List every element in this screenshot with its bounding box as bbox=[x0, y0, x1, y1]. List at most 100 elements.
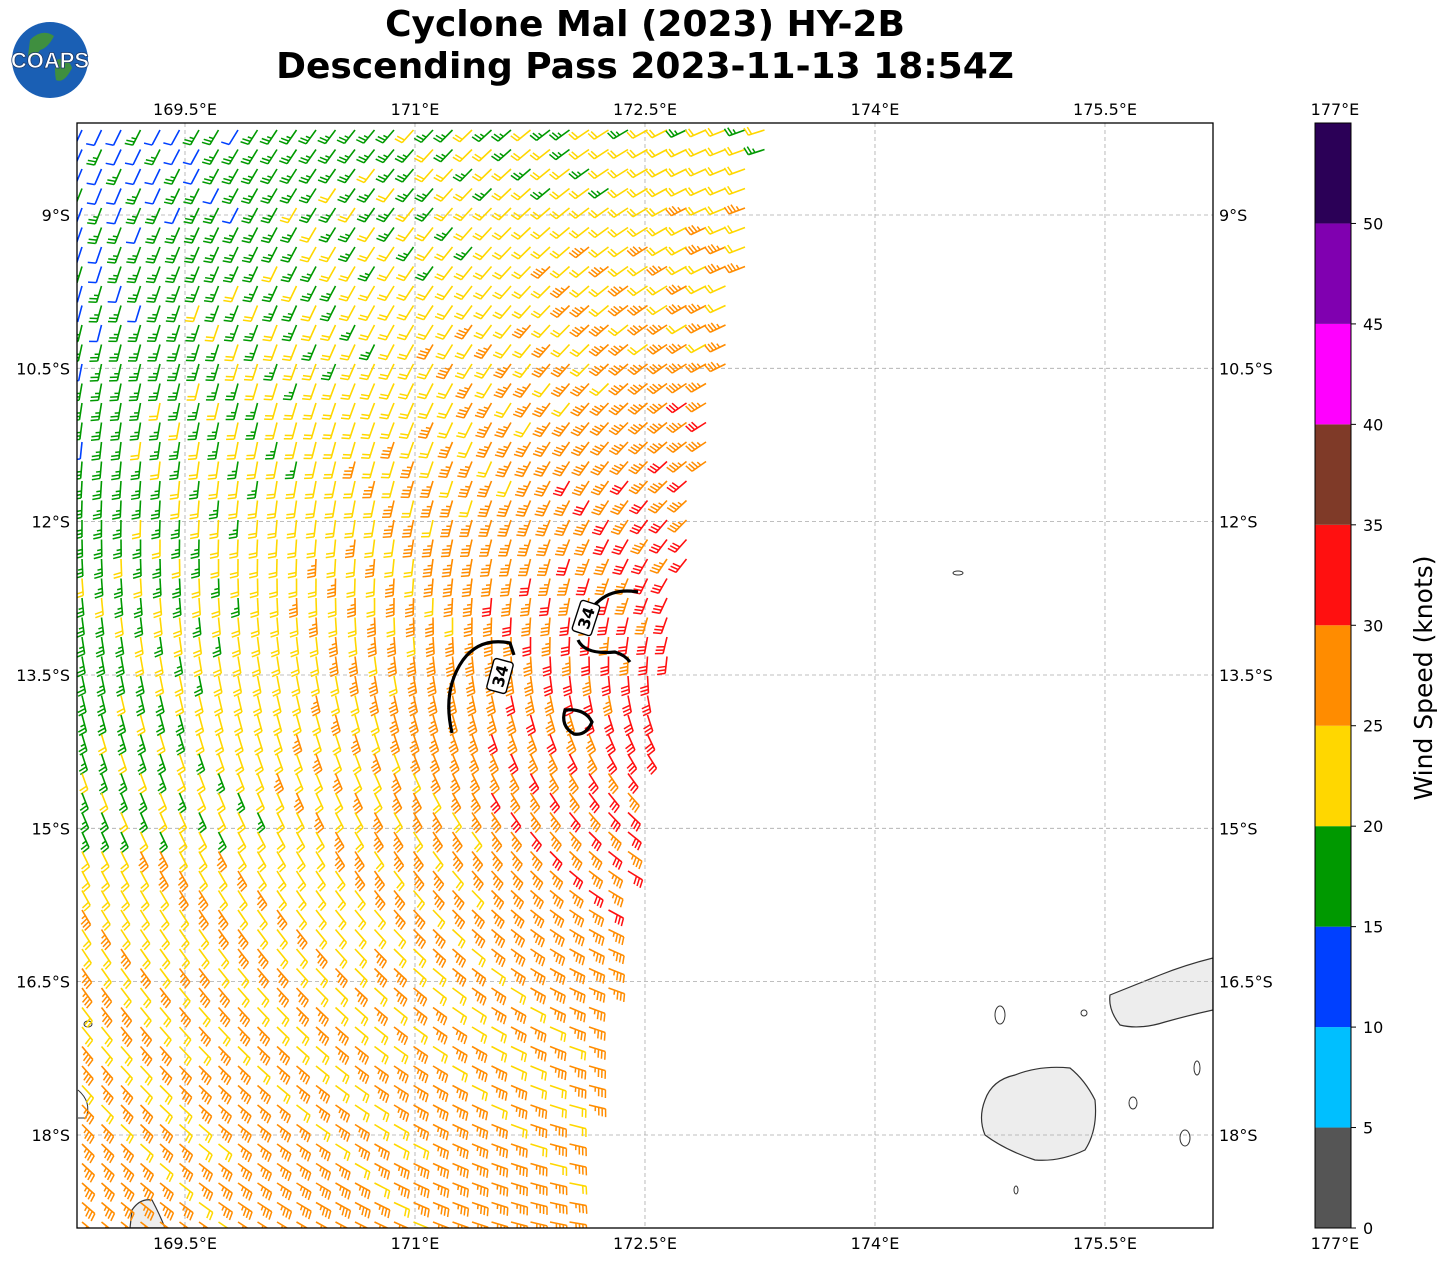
wind-barb bbox=[77, 558, 84, 579]
wind-barb bbox=[428, 714, 439, 737]
wind-barb bbox=[224, 344, 239, 362]
wind-barb bbox=[152, 558, 162, 579]
wind-barb bbox=[415, 324, 434, 341]
wind-barb bbox=[276, 1065, 291, 1085]
wind-barb bbox=[100, 1084, 114, 1106]
wind-barb bbox=[530, 1182, 548, 1196]
wind-barb bbox=[153, 597, 163, 619]
wind-barb bbox=[292, 714, 302, 737]
colorbar-segment bbox=[1315, 424, 1351, 525]
wind-barb bbox=[608, 928, 625, 946]
wind-barb bbox=[665, 343, 687, 355]
wind-barb bbox=[354, 1143, 371, 1161]
wind-barb bbox=[408, 714, 419, 737]
wind-barb bbox=[570, 421, 590, 437]
wind-barb bbox=[205, 363, 220, 382]
wind-barb bbox=[77, 246, 83, 264]
wind-barb bbox=[243, 324, 259, 342]
wind-barb bbox=[387, 656, 397, 678]
wind-barb bbox=[364, 539, 376, 559]
wind-barb bbox=[341, 441, 356, 460]
wind-barb bbox=[451, 831, 463, 853]
lat-tick-label-right: 13.5°S bbox=[1219, 666, 1273, 685]
wind-barb bbox=[89, 363, 103, 382]
wind-barb bbox=[330, 675, 340, 697]
wind-barb bbox=[183, 227, 200, 244]
wind-barb bbox=[413, 1065, 429, 1084]
wind-barb bbox=[106, 188, 122, 205]
wind-barb bbox=[106, 207, 122, 225]
wind-barb bbox=[413, 1006, 428, 1026]
wind-barb bbox=[257, 1162, 273, 1182]
wind-barb bbox=[256, 1026, 271, 1047]
wind-barb bbox=[588, 909, 605, 927]
wind-barb bbox=[588, 1084, 607, 1099]
wind-barb bbox=[620, 675, 631, 697]
wind-barb bbox=[414, 168, 434, 183]
wind-barb bbox=[234, 734, 244, 756]
wind-barb bbox=[298, 149, 317, 165]
wind-barb bbox=[549, 792, 561, 814]
wind-barb bbox=[257, 1143, 272, 1163]
wind-barb bbox=[646, 304, 668, 316]
wind-barb bbox=[304, 480, 317, 499]
wind-barb bbox=[393, 1104, 410, 1122]
wind-barb bbox=[452, 207, 473, 222]
wind-barb bbox=[568, 168, 590, 180]
wind-barb bbox=[250, 597, 260, 619]
wind-barb bbox=[419, 461, 434, 479]
wind-barb bbox=[393, 1065, 409, 1084]
wind-barb bbox=[530, 948, 546, 967]
wind-barb bbox=[198, 870, 209, 893]
wind-barb bbox=[159, 890, 170, 912]
wind-barb bbox=[540, 617, 551, 637]
colorbar-tick-label: 30 bbox=[1363, 616, 1383, 635]
wind-barb bbox=[354, 1182, 371, 1200]
wind-barb bbox=[636, 636, 649, 656]
wind-barb bbox=[334, 870, 346, 892]
wind-barb bbox=[88, 305, 103, 323]
wind-barb bbox=[296, 1123, 311, 1143]
wind-barb bbox=[307, 578, 317, 599]
wind-barb bbox=[198, 1123, 213, 1144]
wind-barb bbox=[627, 363, 648, 376]
wind-barb bbox=[276, 890, 288, 912]
wind-barb bbox=[240, 129, 259, 146]
wind-barb bbox=[154, 675, 165, 697]
wind-barb bbox=[176, 753, 186, 776]
wind-barb bbox=[530, 1201, 548, 1215]
wind-barb bbox=[350, 695, 360, 717]
wind-barb bbox=[529, 792, 541, 814]
wind-barb bbox=[245, 422, 259, 440]
wind-barb bbox=[651, 597, 668, 615]
wind-barb bbox=[310, 656, 320, 678]
wind-barb bbox=[528, 773, 540, 795]
wind-barb bbox=[276, 1084, 291, 1105]
title-line-1: Cyclone Mal (2023) HY-2B bbox=[385, 4, 905, 45]
wind-barb bbox=[222, 227, 239, 244]
wind-barb bbox=[315, 1006, 329, 1027]
wind-barb bbox=[569, 1143, 587, 1157]
wind-barb bbox=[127, 305, 142, 323]
wind-barb bbox=[184, 246, 200, 264]
wind-barb bbox=[318, 188, 337, 204]
wind-barb bbox=[210, 558, 220, 579]
wind-barb bbox=[627, 402, 649, 415]
wind-barb bbox=[155, 714, 166, 737]
wind-barb bbox=[296, 1143, 312, 1162]
wind-barb bbox=[498, 539, 512, 557]
wind-barb bbox=[452, 1065, 469, 1083]
wind-barb bbox=[569, 324, 590, 338]
wind-barb bbox=[288, 597, 298, 619]
wind-barb bbox=[208, 480, 220, 500]
wind-barb bbox=[159, 1065, 173, 1086]
wind-barb bbox=[530, 1143, 548, 1158]
wind-barb bbox=[81, 1221, 91, 1228]
wind-barb bbox=[607, 246, 629, 258]
wind-barb bbox=[207, 441, 220, 461]
wind-barb bbox=[177, 773, 187, 795]
wind-barb bbox=[510, 207, 532, 221]
wind-barb bbox=[192, 636, 203, 658]
wind-barb bbox=[315, 1065, 330, 1085]
wind-barb bbox=[406, 636, 416, 658]
